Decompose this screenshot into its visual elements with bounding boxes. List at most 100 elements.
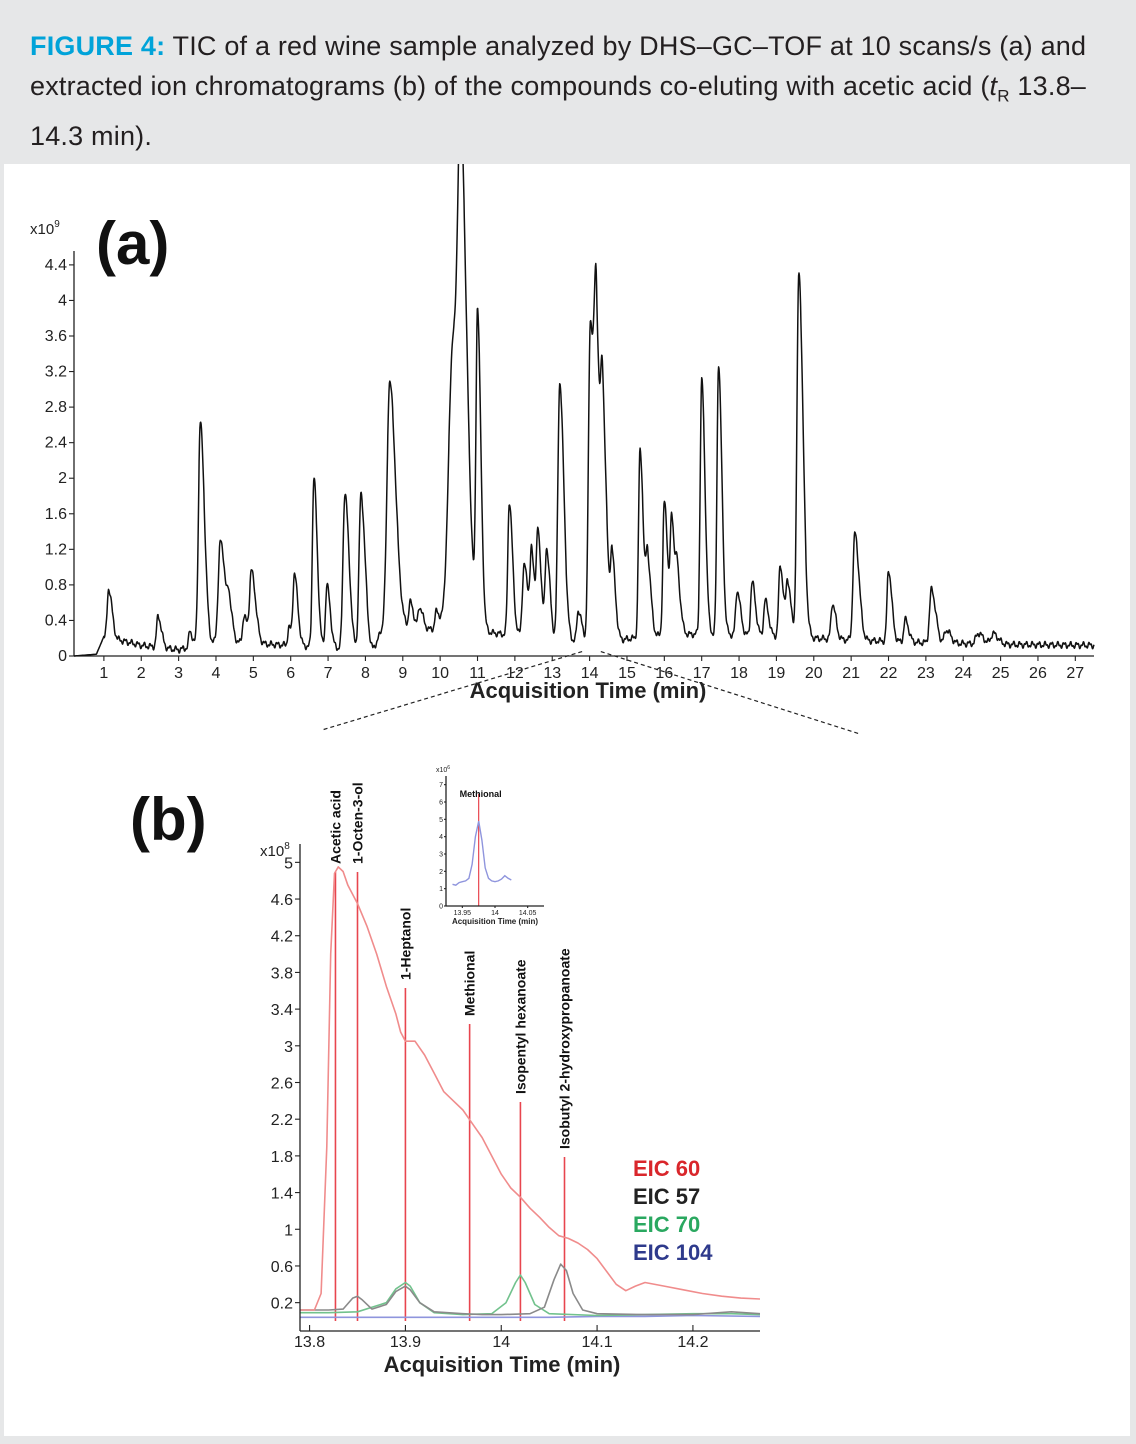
x-tick-label: 22 <box>880 665 898 682</box>
y-tick-label: 3.2 <box>45 364 67 381</box>
y-tick-label: 2.4 <box>45 435 67 452</box>
inset-x-title: Acquisition Time (min) <box>452 917 538 926</box>
y-tick-label: 3.6 <box>45 328 67 345</box>
legend-item: EIC 70 <box>633 1212 700 1237</box>
legend-item: EIC 57 <box>633 1184 700 1209</box>
x-tick-label: 6 <box>286 665 295 682</box>
panel-a-label: (a) <box>96 210 169 277</box>
caption-text-2: 13.8–14.3 min). <box>30 71 1087 152</box>
x-tick-label: 20 <box>805 665 823 682</box>
panel-a-y-axis: 0 0.4 0.8 1.2 1.6 2 2.4 2.8 3.2 3.6 4 4.4 <box>45 251 75 665</box>
series-eic-70 <box>300 1274 761 1317</box>
y-tick-label: 3 <box>284 1039 293 1056</box>
x-tick-label: 2 <box>137 665 146 682</box>
caption-t-symbol: t <box>989 71 998 101</box>
zoom-line-right <box>600 650 861 735</box>
inset-x-tick-label: 13.95 <box>454 910 472 917</box>
caption-t-subscript: R <box>997 86 1010 106</box>
legend-item: EIC 60 <box>633 1156 700 1181</box>
y-tick-label: 0.6 <box>271 1259 293 1276</box>
inset-y-tick-label: 6 <box>439 800 443 807</box>
x-tick-label: 16 <box>655 665 673 682</box>
inset-y-tick-label: 3 <box>439 852 443 859</box>
y-tick-label: 2 <box>58 470 67 487</box>
x-tick-label: 21 <box>842 665 860 682</box>
series-eic-57 <box>300 1263 761 1316</box>
x-tick-label: 4 <box>212 665 221 682</box>
x-tick-label: 27 <box>1066 665 1084 682</box>
inset-y-tick-label: 4 <box>439 834 443 841</box>
x-tick-label: 13.8 <box>294 1334 325 1351</box>
panel-a-multiplier: x109 <box>30 219 60 238</box>
series-eic-104 <box>300 1314 761 1319</box>
x-tick-label: 3 <box>174 665 183 682</box>
y-tick-label: 0.8 <box>45 577 67 594</box>
y-tick-label: 4.4 <box>45 257 67 274</box>
compound-label: Methional <box>462 951 478 1016</box>
compound-markers: Acetic acid 1-Octen-3-ol 1-Heptanol Methion… <box>327 782 573 1321</box>
x-tick-label: 11 <box>469 665 486 682</box>
y-tick-label: 1.2 <box>45 541 67 558</box>
eic-series <box>300 866 761 1319</box>
inset-x-tick-label: 14 <box>491 910 499 917</box>
y-tick-label: 0 <box>58 648 67 665</box>
x-tick-label: 23 <box>917 665 935 682</box>
inset-multiplier: x106 <box>436 765 450 774</box>
x-tick-label: 13.9 <box>390 1334 421 1351</box>
x-tick-label: 1 <box>99 665 108 682</box>
x-tick-label: 9 <box>398 665 407 682</box>
figure-caption: FIGURE 4: TIC of a red wine sample analy… <box>30 26 1120 156</box>
y-tick-label: 2.6 <box>271 1076 293 1093</box>
panel-b-label: (b) <box>130 786 207 853</box>
panel-b-x-axis: 13.8 13.9 14 14.1 14.2 <box>294 1325 760 1351</box>
panel-b-multiplier: x108 <box>260 841 290 860</box>
panel-b-eic: (b) x108 Acetic acid 1-Octen-3-ol 1-Heptan… <box>130 765 761 1377</box>
x-tick-label: 8 <box>361 665 370 682</box>
tic-trace <box>73 91 1095 657</box>
compound-label: Isobutyl 2-hydroxypropanoate <box>557 948 573 1149</box>
panel-a-x-axis: 1 2 3 4 5 6 7 8 9 10 11 12 13 14 15 16 17 18 19 20 21 22 23 24 2… <box>74 655 1094 682</box>
x-tick-label: 14.2 <box>677 1334 708 1351</box>
zoom-line-left <box>321 650 583 731</box>
x-tick-label: 17 <box>693 665 711 682</box>
chart-canvas: (a) x109 00.40.81.21.622.42.83.23.644.4 … <box>30 91 1095 1377</box>
y-tick-label: 0.4 <box>45 612 67 629</box>
y-tick-label: 4.2 <box>271 929 293 946</box>
compound-label: 1-Heptanol <box>397 908 413 980</box>
x-tick-label: 12 <box>506 665 524 682</box>
y-tick-label: 1 <box>284 1222 293 1239</box>
inset-y-tick-label: 7 <box>439 782 443 789</box>
y-tick-label: 5 <box>284 855 293 872</box>
x-tick-label: 5 <box>249 665 258 682</box>
y-tick-label: 4.6 <box>271 892 293 909</box>
y-tick-label: 3.8 <box>271 965 293 982</box>
y-tick-label: 1.8 <box>271 1149 293 1166</box>
panel-b-y-axis: 0.2 0.6 1 1.4 1.8 2.2 2.6 3 3.4 3.8 4.2 4.6 5 <box>271 844 301 1331</box>
compound-label: Isopentyl hexanoate <box>512 959 528 1094</box>
y-tick-label: 2.8 <box>45 399 67 416</box>
y-tick-label: 1.6 <box>45 506 67 523</box>
y-tick-label: 4 <box>58 292 67 309</box>
y-tick-label: 3.4 <box>271 1002 293 1019</box>
inset-y-tick-label: 0 <box>439 904 443 911</box>
inset-series <box>452 820 512 886</box>
figure-label: FIGURE 4: <box>30 31 166 61</box>
inset-title: Methional <box>460 789 502 799</box>
y-tick-label: 2.2 <box>271 1112 293 1129</box>
caption-box: FIGURE 4: TIC of a red wine sample analy… <box>4 4 1130 162</box>
legend: EIC 60 EIC 57 EIC 70 EIC 104 <box>633 1156 713 1265</box>
inset-x-tick-label: 14.05 <box>519 910 537 917</box>
methional-inset: x106 0 1 2 3 4 5 6 7 13.95 14 14.05 Methional Acquisi… <box>436 765 544 926</box>
inset-y-tick-label: 5 <box>439 817 443 824</box>
x-tick-label: 26 <box>1029 665 1047 682</box>
y-tick-label: 1.4 <box>271 1186 293 1203</box>
compound-label: Acetic acid <box>327 790 343 864</box>
x-tick-label: 14 <box>581 665 599 682</box>
compound-label: 1-Octen-3-ol <box>350 782 366 864</box>
panel-a-x-title: Acquisition Time (min) <box>470 678 707 703</box>
panel-b-x-title: Acquisition Time (min) <box>384 1352 621 1377</box>
x-tick-label: 13 <box>543 665 561 682</box>
y-tick-label: 0.2 <box>271 1296 293 1313</box>
x-tick-label: 7 <box>324 665 333 682</box>
